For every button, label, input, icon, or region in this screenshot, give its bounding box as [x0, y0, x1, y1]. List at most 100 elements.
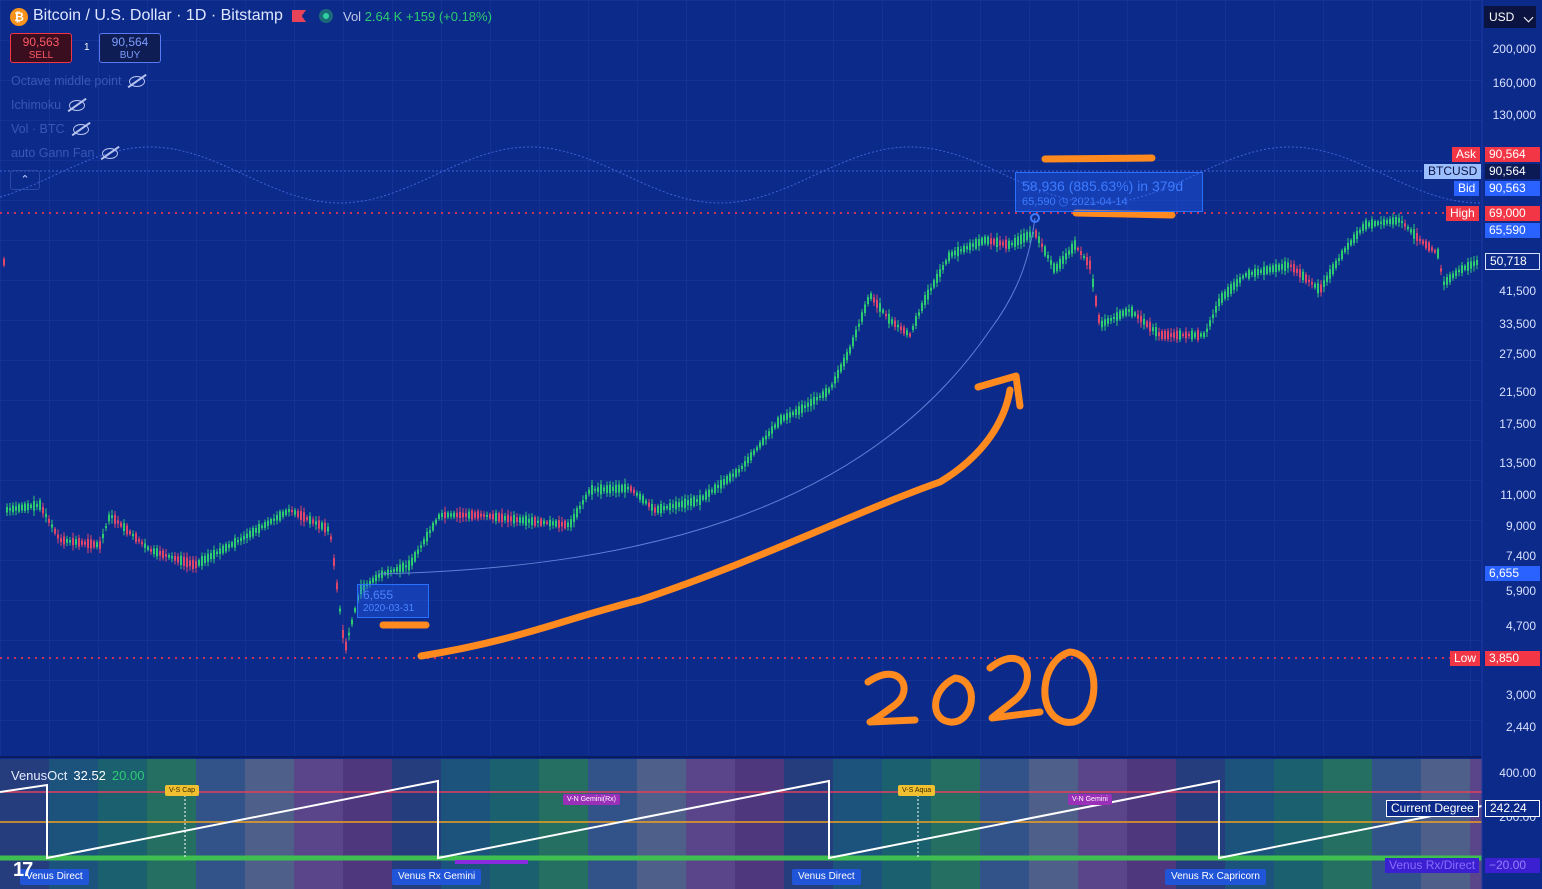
candle-body: [1191, 330, 1193, 340]
sell-button[interactable]: 90,563 SELL: [10, 33, 72, 63]
candle-body: [327, 526, 329, 532]
low-point-date: 2020-03-31: [363, 603, 415, 614]
vol-change: +159 (+0.18%): [405, 9, 492, 24]
candle-body: [9, 507, 11, 511]
candle-body: [282, 511, 284, 517]
venus-band: [392, 759, 441, 889]
candle-body: [1248, 269, 1250, 279]
candle-body: [657, 505, 659, 513]
candle-body: [792, 411, 794, 416]
candle-body: [213, 549, 215, 559]
candle-body: [666, 506, 668, 509]
eye-hidden-icon[interactable]: [72, 124, 89, 136]
low-point-label[interactable]: 6,655 2020-03-31: [357, 584, 429, 618]
candle-body: [1353, 234, 1355, 244]
candle-body: [1386, 220, 1388, 224]
indicator-auto-gann-fan[interactable]: auto Gann Fan: [11, 146, 119, 160]
candle-body: [1464, 265, 1466, 270]
candle-body: [87, 539, 89, 548]
candle-body: [834, 376, 836, 384]
candle-body: [348, 632, 350, 636]
candle-body: [672, 504, 674, 508]
candle-body: [900, 326, 902, 331]
candle-body: [1020, 234, 1022, 245]
eye-hidden-icon[interactable]: [129, 76, 146, 88]
candle-body: [735, 469, 737, 477]
candle-body: [1164, 330, 1166, 340]
candle-body: [1101, 320, 1103, 328]
candle-body: [795, 408, 797, 416]
venus-event-label: Venus Rx Gemini: [392, 869, 482, 885]
symbol-price: 90,564: [1485, 164, 1540, 179]
candle-body: [258, 524, 260, 534]
price-tick: 27,500: [1499, 347, 1536, 361]
candle-body: [228, 544, 230, 548]
candle-body: [1452, 273, 1454, 279]
candle-body: [450, 513, 452, 517]
candle-body: [1092, 278, 1094, 288]
candle-body: [1371, 219, 1373, 229]
candle-body: [462, 512, 464, 518]
price-tick: 41,500: [1499, 284, 1536, 298]
candle-body: [684, 498, 686, 508]
candle-body: [1221, 293, 1223, 303]
candle-body: [642, 495, 644, 504]
candle-body: [141, 541, 143, 545]
candle-body: [498, 513, 500, 522]
candle-body: [1062, 256, 1064, 264]
bid-label: Bid: [1454, 181, 1480, 196]
candle-body: [1461, 265, 1463, 273]
flag-icon[interactable]: [292, 10, 306, 22]
candle-body: [378, 573, 380, 578]
symbol-title[interactable]: Bitcoin / U.S. Dollar · 1D · Bitstamp: [33, 7, 283, 24]
candle-body: [567, 522, 569, 528]
eye-hidden-icon[interactable]: [102, 148, 119, 160]
tradingview-logo[interactable]: 17: [13, 859, 33, 881]
buy-button[interactable]: 90,564 BUY: [99, 33, 161, 63]
rx-direct-label: Venus Rx/Direct: [1385, 858, 1480, 873]
measure-endpoint[interactable]: [1030, 213, 1040, 223]
venus-indicator-title[interactable]: VenusOct 32.52 20.00: [11, 768, 144, 783]
candle-body: [1068, 250, 1070, 255]
candle-body: [273, 518, 275, 521]
order-quantity[interactable]: 1: [84, 42, 90, 53]
candle-body: [930, 287, 932, 291]
eye-hidden-icon[interactable]: [69, 100, 86, 112]
candle-body: [573, 513, 575, 523]
candle-body: [1155, 327, 1157, 337]
candle-body: [1296, 268, 1298, 273]
indicator-label: auto Gann Fan: [11, 146, 95, 160]
collapse-indicators-button[interactable]: ⌃: [10, 170, 40, 190]
candle-body: [1170, 333, 1172, 337]
candle-body: [1380, 221, 1382, 224]
venus-band: [784, 759, 833, 889]
candle-body: [1233, 282, 1235, 290]
candle-body: [1392, 217, 1394, 225]
candle-body: [942, 265, 944, 270]
venus-band: [1323, 759, 1372, 889]
candle-body: [1152, 327, 1154, 332]
candle-body: [123, 523, 125, 532]
candle-body: [1281, 263, 1283, 270]
indicator-vol-btc[interactable]: Vol · BTC: [11, 122, 89, 136]
price-range-measure[interactable]: 58,936 (885.63%) in 379d 65,590 ◷ 2021-0…: [1015, 172, 1203, 212]
candle-body: [780, 415, 782, 424]
candle-body: [168, 555, 170, 558]
candle-body: [717, 485, 719, 488]
candle-body: [651, 503, 653, 511]
candle-body: [225, 544, 227, 552]
indicator-octave-middle-point[interactable]: Octave middle point: [11, 74, 146, 88]
low-price: 3,850: [1485, 651, 1540, 666]
candle-body: [444, 511, 446, 519]
candle-body: [945, 260, 947, 265]
candle-body: [618, 484, 620, 493]
candle-body: [1293, 264, 1295, 273]
candle-body: [285, 509, 287, 515]
candle-body: [1197, 330, 1199, 340]
currency-select[interactable]: USD: [1484, 6, 1536, 28]
price-tick: 2,440: [1505, 720, 1536, 734]
candle-body: [1326, 275, 1328, 282]
indicator-ichimoku[interactable]: Ichimoku: [11, 98, 86, 112]
candle-body: [57, 534, 59, 539]
